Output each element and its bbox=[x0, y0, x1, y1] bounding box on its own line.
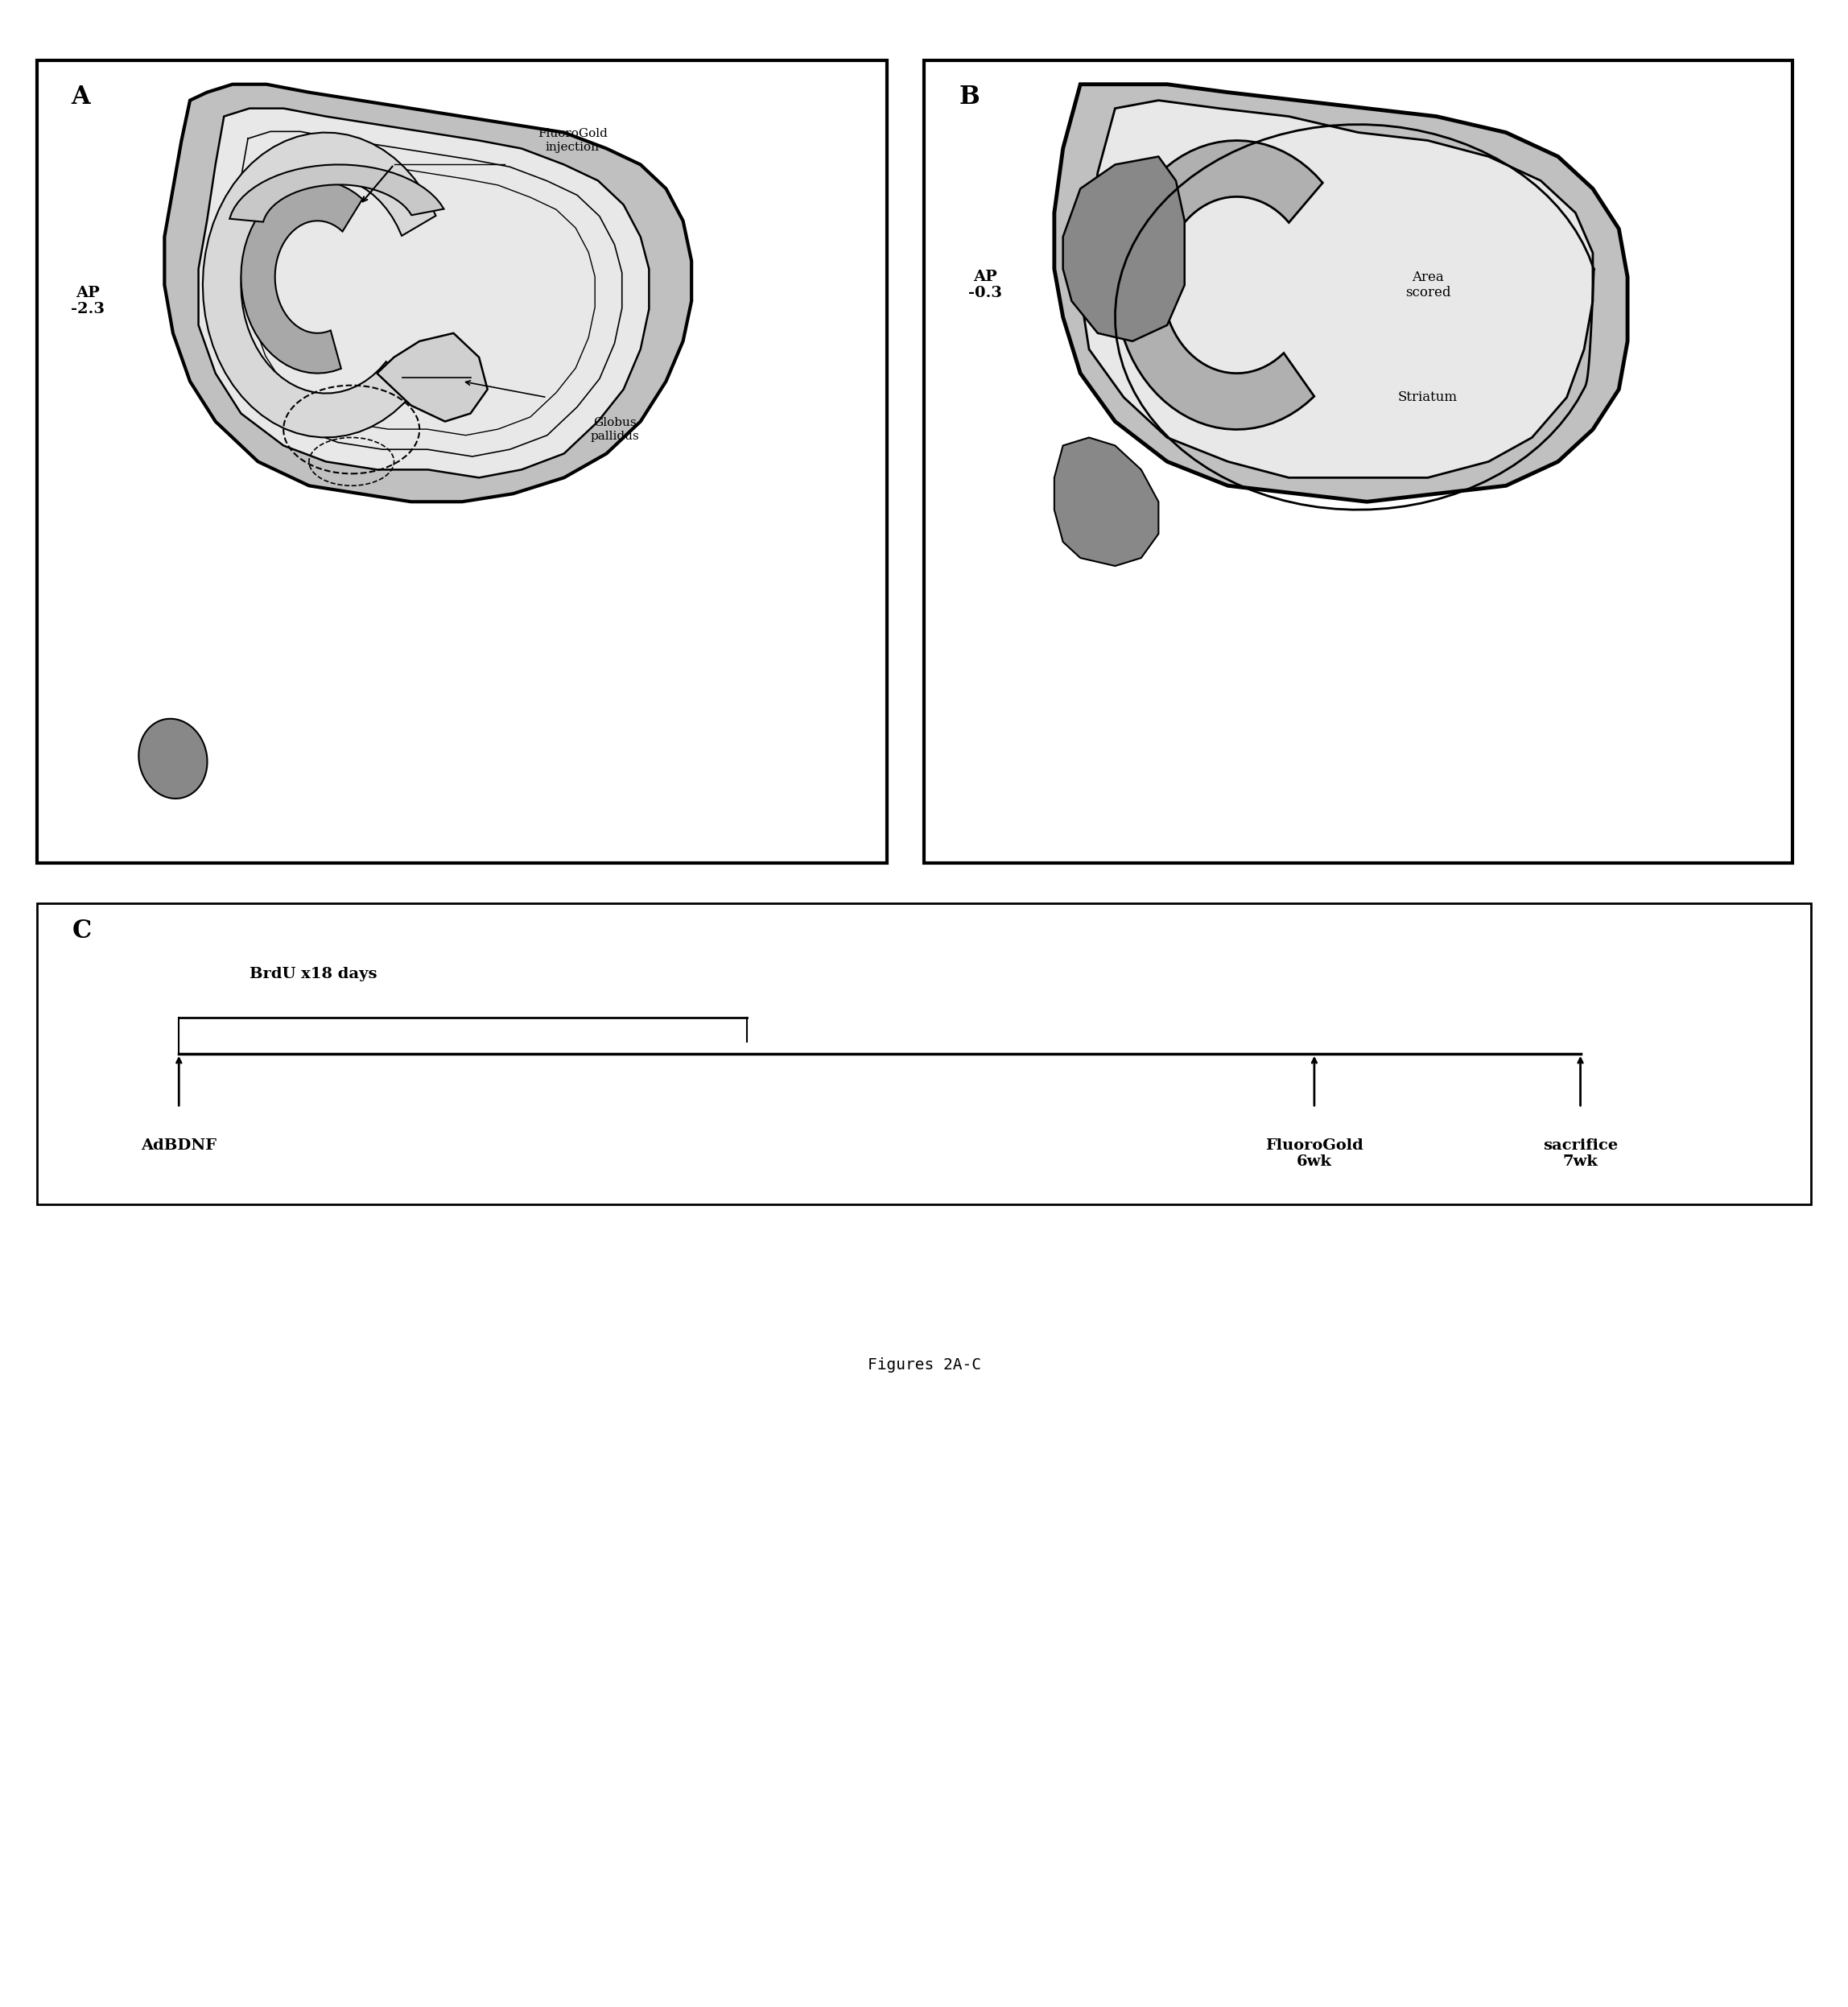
Text: A: A bbox=[70, 84, 91, 108]
Polygon shape bbox=[1114, 140, 1323, 429]
Polygon shape bbox=[229, 165, 444, 223]
Text: Figures 2A-C: Figures 2A-C bbox=[867, 1357, 981, 1373]
Text: FluoroGold
injection: FluoroGold injection bbox=[538, 128, 608, 153]
Polygon shape bbox=[1053, 84, 1628, 502]
Polygon shape bbox=[1063, 157, 1185, 341]
Polygon shape bbox=[377, 333, 488, 421]
Text: B: B bbox=[959, 84, 979, 108]
Text: Striatum: Striatum bbox=[1397, 391, 1458, 403]
Polygon shape bbox=[1053, 438, 1159, 566]
Polygon shape bbox=[240, 181, 362, 373]
Text: C: C bbox=[72, 919, 92, 943]
Text: Globus
pallidus: Globus pallidus bbox=[591, 417, 639, 442]
Text: AP
-0.3: AP -0.3 bbox=[968, 269, 1002, 301]
Text: BrdU x18 days: BrdU x18 days bbox=[249, 967, 377, 981]
Text: sacrifice
7wk: sacrifice 7wk bbox=[1543, 1138, 1617, 1170]
Polygon shape bbox=[164, 84, 691, 502]
Text: AdBDNF: AdBDNF bbox=[140, 1138, 216, 1152]
Polygon shape bbox=[198, 108, 649, 478]
Text: Area
scored: Area scored bbox=[1404, 271, 1451, 299]
Polygon shape bbox=[203, 132, 436, 438]
Ellipse shape bbox=[139, 719, 207, 799]
Text: AP
-2.3: AP -2.3 bbox=[70, 285, 105, 317]
Text: FluoroGold
6wk: FluoroGold 6wk bbox=[1266, 1138, 1364, 1170]
Polygon shape bbox=[1081, 100, 1593, 478]
